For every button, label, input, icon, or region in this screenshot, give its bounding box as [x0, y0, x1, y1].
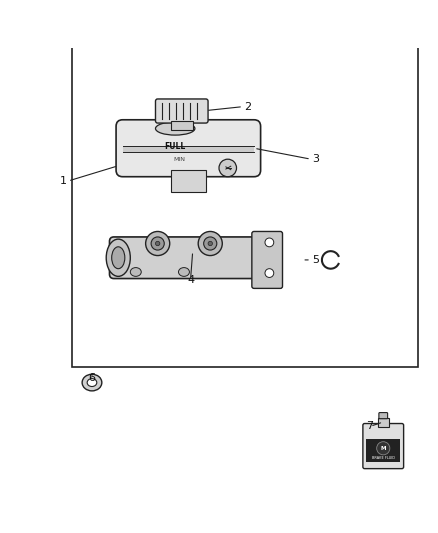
- Text: MIN: MIN: [173, 157, 186, 161]
- Ellipse shape: [265, 238, 274, 247]
- Text: M: M: [381, 446, 386, 451]
- Point: [166, 116, 172, 122]
- FancyBboxPatch shape: [155, 99, 208, 123]
- Text: 7: 7: [367, 422, 374, 431]
- FancyBboxPatch shape: [110, 237, 276, 279]
- Text: 6: 6: [88, 373, 95, 383]
- FancyBboxPatch shape: [378, 418, 389, 427]
- FancyBboxPatch shape: [366, 439, 400, 462]
- Point: [180, 100, 186, 106]
- Ellipse shape: [87, 378, 97, 386]
- Ellipse shape: [178, 268, 189, 276]
- Ellipse shape: [106, 239, 131, 276]
- FancyBboxPatch shape: [72, 34, 418, 367]
- Text: 4: 4: [187, 274, 194, 285]
- FancyBboxPatch shape: [171, 121, 193, 130]
- Ellipse shape: [377, 442, 390, 455]
- Text: 2: 2: [244, 102, 251, 111]
- Ellipse shape: [208, 241, 212, 246]
- Text: FULL: FULL: [165, 142, 186, 150]
- Text: 1: 1: [60, 176, 67, 186]
- Ellipse shape: [204, 237, 217, 250]
- Ellipse shape: [265, 269, 274, 278]
- Point: [194, 100, 200, 106]
- FancyBboxPatch shape: [171, 170, 206, 192]
- Ellipse shape: [82, 374, 102, 391]
- Point: [159, 100, 165, 106]
- Ellipse shape: [112, 247, 125, 269]
- Text: BRAKE FLUID: BRAKE FLUID: [372, 456, 395, 461]
- Ellipse shape: [145, 231, 170, 255]
- FancyBboxPatch shape: [379, 413, 388, 419]
- Point: [187, 100, 193, 106]
- Point: [180, 116, 186, 122]
- FancyBboxPatch shape: [116, 120, 261, 177]
- Ellipse shape: [131, 268, 141, 276]
- FancyBboxPatch shape: [252, 231, 283, 288]
- Point: [187, 116, 193, 122]
- Text: 5: 5: [312, 255, 319, 265]
- Point: [166, 100, 172, 106]
- Ellipse shape: [155, 241, 160, 246]
- Point: [194, 116, 200, 122]
- Point: [159, 116, 165, 122]
- FancyBboxPatch shape: [363, 424, 404, 469]
- Text: 3: 3: [312, 154, 319, 164]
- FancyBboxPatch shape: [123, 146, 254, 152]
- Ellipse shape: [198, 231, 222, 255]
- Point: [173, 100, 179, 106]
- Ellipse shape: [151, 237, 164, 250]
- Point: [173, 116, 179, 122]
- Ellipse shape: [219, 159, 237, 177]
- Ellipse shape: [155, 122, 195, 135]
